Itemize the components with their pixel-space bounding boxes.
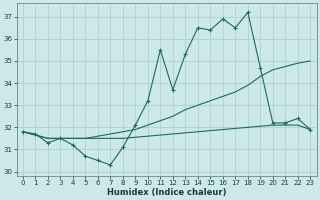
X-axis label: Humidex (Indice chaleur): Humidex (Indice chaleur)	[107, 188, 226, 197]
